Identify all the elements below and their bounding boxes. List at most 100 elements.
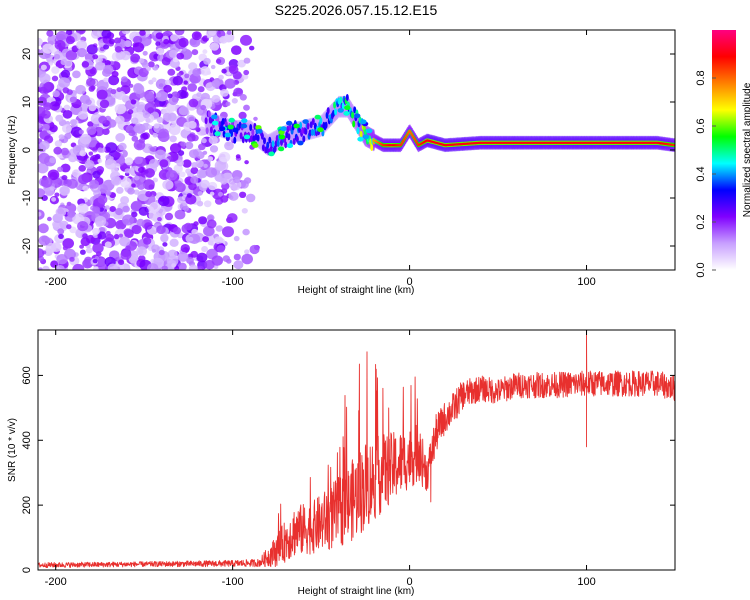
colorbar-tick-label: 0.8 [695, 70, 707, 85]
heatmap-cell [77, 48, 87, 58]
heatmap-cell [125, 120, 130, 125]
heatmap-cell [75, 84, 86, 95]
heatmap-cell [352, 120, 356, 128]
heatmap-cell [120, 249, 132, 260]
heatmap-cell [191, 31, 202, 41]
heatmap-cell [188, 116, 195, 123]
heatmap-cell [84, 159, 95, 169]
heatmap-cell [107, 263, 118, 270]
heatmap-cell [255, 125, 262, 130]
heatmap-cell [324, 121, 328, 129]
heatmap-cell [268, 136, 272, 144]
heatmap-cell [228, 117, 235, 123]
heatmap-cell [143, 237, 152, 245]
heatmap-cell [205, 127, 209, 135]
heatmap-cell [244, 160, 249, 165]
heatmap-cell [176, 159, 184, 167]
heatmap-cell [92, 54, 99, 60]
heatmap-cell [241, 118, 248, 124]
heatmap-cell [276, 139, 280, 147]
heatmap-cell [220, 89, 229, 97]
heatmap-cell [62, 87, 70, 94]
heatmap-cell [99, 99, 110, 109]
heatmap-cell [59, 186, 70, 195]
heatmap-cell [110, 89, 117, 95]
heatmap-cell [144, 168, 155, 178]
heatmap-cell [250, 135, 254, 143]
snr-y-ticks: 0 200 400 600 [21, 366, 675, 573]
heatmap-cell [137, 182, 146, 190]
snr-y-label: SNR (10 * v/v) [7, 418, 18, 482]
heatmap-cell [131, 112, 138, 118]
heatmap-cell [286, 143, 294, 149]
heatmap-cell [295, 135, 299, 143]
heatmap-cell [232, 176, 241, 184]
heatmap-cell [238, 111, 247, 120]
colorbar-tick-label: 0.2 [695, 214, 707, 229]
x-tick-label: 0 [407, 276, 413, 288]
heatmap-cell [207, 240, 214, 246]
heatmap-cell [224, 78, 236, 89]
heatmap-cell [61, 175, 68, 181]
heatmap-cell [278, 134, 286, 140]
heatmap-cell [55, 207, 67, 217]
heatmap-cell [246, 193, 256, 203]
heatmap-cell [337, 108, 344, 113]
heatmap-cell [62, 124, 72, 134]
heatmap-cell [86, 126, 97, 135]
heatmap-cell [147, 263, 159, 270]
heatmap-cell [86, 44, 98, 55]
heatmap-cell [216, 245, 226, 253]
heatmap-cell [211, 188, 224, 200]
heatmap-cell [139, 30, 146, 36]
heatmap-cell [80, 249, 86, 255]
figure-title: S225.2026.057.15.12.E15 [275, 2, 438, 18]
heatmap-cell [147, 107, 155, 114]
heatmap-cell [174, 265, 180, 270]
heatmap-cell [138, 67, 149, 78]
heatmap-cell [177, 251, 189, 262]
heatmap-cell [88, 104, 97, 112]
heatmap-cell [72, 263, 85, 270]
y-tick-label: 0 [21, 567, 33, 573]
heatmap-cell [109, 156, 114, 161]
heatmap-cell [197, 86, 205, 93]
heatmap-cell [222, 255, 230, 262]
heatmap-cell [149, 202, 161, 213]
heatmap-cell [38, 162, 49, 174]
heatmap-cell [203, 200, 212, 208]
heatmap-cell [249, 45, 255, 51]
heatmap-cell [151, 77, 157, 82]
heatmap-cell [227, 124, 234, 130]
heatmap-cell [172, 226, 182, 235]
heatmap-cell [154, 149, 166, 160]
y-tick-label: 400 [21, 431, 33, 449]
heatmap-cell [243, 69, 250, 76]
heatmap-cell [240, 34, 252, 46]
heatmap-cell [97, 231, 107, 240]
heatmap-cell [244, 177, 252, 184]
heatmap-cell [77, 203, 89, 214]
heatmap-cell [104, 205, 110, 210]
heatmap-cell [124, 40, 132, 48]
heatmap-cell [109, 206, 116, 212]
heatmap-cell [151, 248, 157, 253]
heatmap-cell [179, 171, 186, 178]
heatmap-cell [133, 35, 143, 45]
heatmap-cell [141, 61, 149, 68]
spectrogram-y-label: Frequency (Hz) [7, 116, 18, 185]
heatmap-cell [50, 260, 59, 268]
heatmap-cell [115, 115, 125, 125]
y-tick-label: -10 [21, 190, 33, 206]
heatmap-cell [187, 120, 197, 129]
heatmap-cell [241, 208, 248, 214]
heatmap-cell [190, 166, 199, 175]
heatmap-cell [354, 113, 361, 119]
heatmap-cell [186, 133, 196, 142]
heatmap-cell [233, 235, 240, 242]
heatmap-cell [178, 150, 185, 156]
heatmap-cell [297, 140, 304, 146]
heatmap-cell [114, 46, 122, 53]
heatmap-cell [38, 122, 42, 129]
